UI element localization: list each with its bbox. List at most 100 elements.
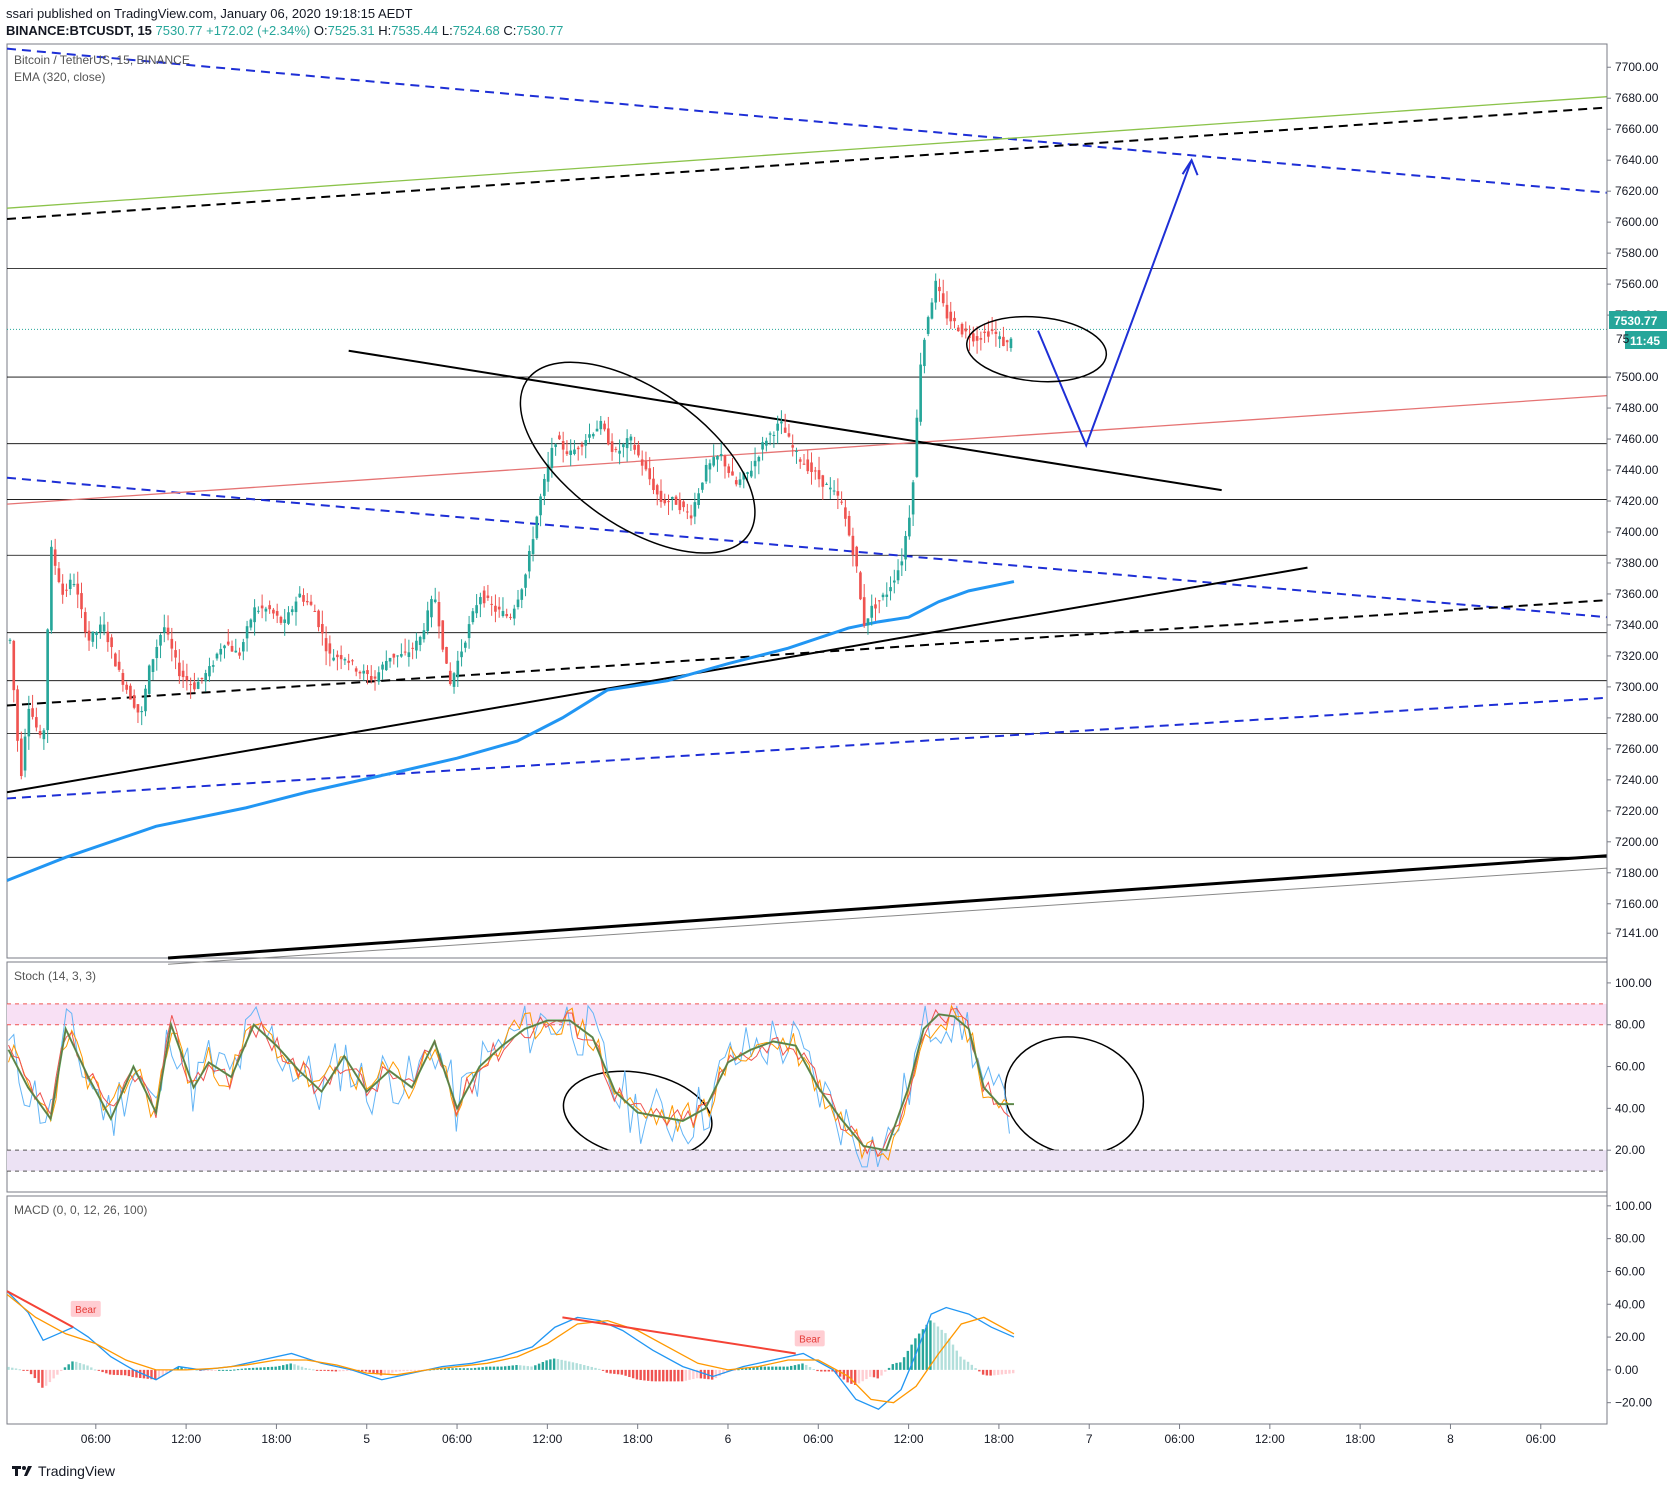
- candle-body: [170, 638, 174, 649]
- macd-histogram-bar: [793, 1365, 797, 1370]
- price-y-tick-label: 7280.00: [1615, 711, 1659, 725]
- bear-label: Bear: [75, 1305, 97, 1316]
- macd-histogram-bar: [669, 1369, 672, 1382]
- macd-histogram-bar: [259, 1367, 262, 1370]
- macd-histogram-bar: [507, 1365, 511, 1370]
- price-change: +172.02 (+2.34%): [206, 23, 311, 38]
- macd-histogram-bar: [59, 1369, 63, 1372]
- candle-body: [576, 447, 580, 450]
- macd-histogram-bar: [26, 1369, 29, 1371]
- macd-histogram-bar: [315, 1369, 319, 1371]
- candle-body: [377, 672, 381, 682]
- candle-body: [821, 475, 825, 487]
- macd-histogram-bar: [361, 1369, 364, 1372]
- macd-histogram-bar: [891, 1364, 894, 1370]
- stoch-d-line: [8, 1007, 1010, 1158]
- stoch-y-tick-label: 20.00: [1615, 1143, 1645, 1157]
- candle-body: [712, 457, 715, 466]
- macd-histogram-bar: [105, 1369, 108, 1374]
- candle-body: [253, 607, 256, 623]
- candle-body: [599, 420, 603, 430]
- macd-histogram-bar: [869, 1369, 872, 1377]
- candle-body: [990, 329, 994, 331]
- macd-histogram-bar: [101, 1369, 104, 1373]
- candle-body: [358, 671, 362, 674]
- candle-body: [294, 601, 298, 613]
- candle-body: [241, 642, 245, 652]
- candle-body: [87, 630, 91, 641]
- macd-histogram-bar: [567, 1361, 571, 1370]
- candle-body: [257, 610, 260, 612]
- candle-body: [757, 456, 761, 462]
- price-y-tick-label: 7460.00: [1615, 432, 1659, 446]
- macd-histogram-bar: [797, 1364, 800, 1370]
- candle-body: [934, 280, 938, 303]
- candle-body: [994, 331, 998, 334]
- macd-histogram-bar: [402, 1369, 405, 1372]
- macd-histogram-bar: [18, 1369, 21, 1371]
- macd-histogram-bar: [218, 1369, 221, 1371]
- candle-body: [445, 646, 448, 664]
- macd-histogram-bar: [131, 1369, 134, 1378]
- macd-line: [6, 1290, 1015, 1410]
- macd-histogram-bar: [552, 1358, 556, 1370]
- candle-body: [132, 695, 136, 708]
- macd-histogram-bar: [488, 1366, 492, 1370]
- candle-body: [723, 455, 727, 467]
- macd-histogram-bar: [440, 1368, 443, 1370]
- footer-brand-label: TradingView: [38, 1463, 116, 1479]
- macd-histogram-bar: [936, 1326, 940, 1370]
- bear-label-bg: [794, 1330, 825, 1347]
- macd-histogram-bar: [534, 1365, 537, 1370]
- candle-body: [332, 657, 335, 661]
- hand-drawn-circle: [965, 315, 1108, 383]
- low-value: 7524.68: [452, 23, 500, 38]
- macd-histogram-bar: [210, 1369, 213, 1371]
- macd-histogram-bar: [304, 1367, 307, 1370]
- candle-body: [776, 423, 779, 431]
- macd-histogram-bar: [33, 1369, 37, 1379]
- candle-body: [46, 629, 49, 731]
- macd-histogram-bar: [628, 1369, 631, 1378]
- candle-body: [765, 440, 768, 446]
- macd-histogram-bar: [827, 1369, 831, 1372]
- candle-body: [972, 333, 975, 342]
- macd-histogram-bar: [884, 1369, 887, 1372]
- macd-y-tick-label: 60.00: [1615, 1264, 1645, 1278]
- macd-histogram-bar: [394, 1369, 398, 1372]
- candle-body: [716, 456, 719, 460]
- candle-body: [923, 339, 926, 367]
- macd-histogram-bar: [1000, 1369, 1004, 1375]
- macd-histogram-bar: [763, 1366, 767, 1370]
- macd-histogram-bar: [537, 1363, 541, 1370]
- macd-histogram-bar: [161, 1369, 164, 1376]
- macd-histogram-bar: [447, 1368, 450, 1370]
- candle-body: [196, 681, 200, 689]
- candle-body: [908, 517, 911, 537]
- price-y-tick-label: 7160.00: [1615, 897, 1659, 911]
- macd-histogram-bar: [677, 1369, 680, 1382]
- price-y-tick-label: 7400.00: [1615, 525, 1659, 539]
- candle-body: [889, 587, 892, 592]
- candle-body: [956, 327, 960, 332]
- macd-histogram-bar: [564, 1360, 567, 1370]
- macd-histogram-bar: [823, 1369, 827, 1372]
- candle-body: [949, 311, 953, 322]
- candle-body: [607, 428, 610, 445]
- candle-body: [798, 459, 802, 462]
- macd-histogram-bar: [323, 1369, 326, 1371]
- candle-body: [783, 427, 787, 433]
- candle-body: [460, 651, 463, 658]
- macd-histogram-bar: [93, 1369, 97, 1371]
- macd-histogram-bar: [579, 1364, 582, 1370]
- candle-body: [524, 574, 527, 588]
- time-tick-label: 6: [725, 1432, 732, 1446]
- bear-label-bg: [70, 1300, 101, 1317]
- candle-body: [900, 561, 904, 566]
- candle-body: [19, 738, 23, 777]
- macd-histogram-bar: [872, 1369, 876, 1378]
- candle-body: [305, 600, 309, 603]
- candle-body: [787, 433, 791, 437]
- macd-histogram-bar: [658, 1369, 661, 1382]
